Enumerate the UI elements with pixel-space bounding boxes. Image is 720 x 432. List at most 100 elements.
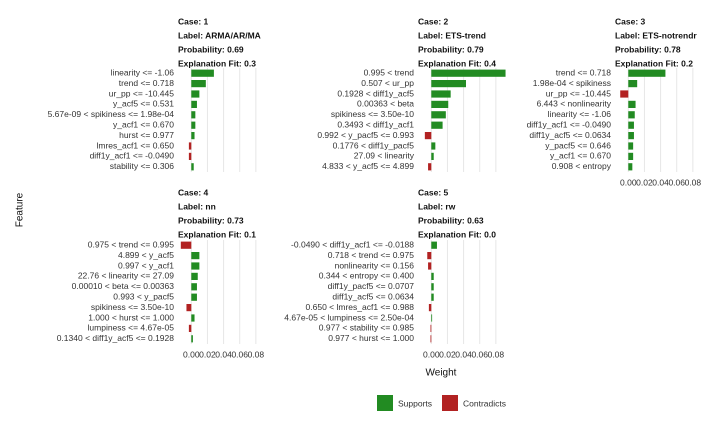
feature-label: 4.833 < y_acf5 <= 4.899: [322, 161, 414, 171]
feature-label: diff1y_acf1 <= -0.0490: [90, 151, 175, 161]
feature-label: spikiness <= 3.50e-10: [331, 109, 414, 119]
feature-label: 0.507 < ur_pp: [361, 78, 414, 88]
feature-label: 0.1928 < diff1y_acf5: [337, 88, 414, 98]
feature-label: 0.1776 < diff1y_pacf5: [333, 140, 415, 150]
bar: [191, 283, 197, 291]
feature-label: 6.443 < nonlinearity: [537, 99, 612, 109]
x-tick-label: 0.02: [636, 177, 653, 187]
bar: [628, 121, 634, 129]
feature-label: 0.3493 < diff1y_acf1: [337, 119, 414, 129]
feature-label: nonlinearity <= 0.156: [335, 260, 415, 270]
bar: [188, 324, 192, 332]
feature-label: lumpiness <= 4.67e-05: [88, 323, 175, 333]
bar: [191, 293, 197, 301]
panel-header: Explanation Fit: 0.3: [178, 58, 256, 68]
x-tick-label: 0.06: [471, 349, 488, 359]
bar: [191, 90, 200, 98]
bar: [628, 80, 638, 88]
feature-label: diff1y_acf1 <= -0.0490: [527, 119, 612, 129]
bar: [180, 241, 192, 249]
feature-label: 22.76 < linearity <= 27.09: [78, 271, 174, 281]
panel-header: Explanation Fit: 0.0: [418, 229, 496, 239]
bar: [431, 272, 434, 280]
bar: [431, 111, 446, 119]
x-tick-label: 0.00: [183, 349, 200, 359]
feature-label: 0.997 < y_acf1: [118, 260, 174, 270]
panel-header: Explanation Fit: 0.1: [178, 229, 256, 239]
feature-label: lmres_acf1 <= 0.650: [97, 140, 175, 150]
panel-header: Probability: 0.78: [615, 44, 681, 54]
feature-label: diff1y_acf5 <= 0.0634: [332, 291, 414, 301]
bar: [628, 111, 635, 119]
feature-label: -0.0490 < diff1y_acf1 <= -0.0188: [291, 239, 414, 249]
feature-label: 4.67e-05 < lumpiness <= 2.50e-04: [284, 312, 414, 322]
feature-label: y_acf5 <= 0.531: [113, 99, 174, 109]
feature-label: 0.908 < entropy: [552, 161, 612, 171]
bar: [628, 100, 636, 108]
feature-label: 0.977 < hurst <= 1.000: [328, 333, 414, 343]
bar: [431, 293, 434, 301]
bar: [188, 142, 192, 150]
bar: [191, 272, 198, 280]
feature-label: 5.67e-09 < spikiness <= 1.98e-04: [48, 109, 175, 119]
bar: [191, 163, 194, 171]
x-tick-label: 0.00: [423, 349, 440, 359]
bar: [431, 69, 506, 77]
feature-label: trend <= 0.718: [119, 78, 175, 88]
bar: [628, 163, 633, 171]
bar: [628, 69, 666, 77]
panel-header: Case: 4: [178, 187, 209, 197]
feature-label: linearity <= -1.06: [548, 109, 612, 119]
panel-header: Probability: 0.69: [178, 44, 244, 54]
panel-header: Label: ETS-trend: [418, 30, 486, 40]
bar: [191, 100, 197, 108]
bar: [431, 80, 466, 88]
bar: [431, 121, 443, 129]
bar: [191, 80, 206, 88]
bar: [191, 335, 193, 343]
feature-label: 0.344 < entropy <= 0.400: [319, 271, 415, 281]
panel-header: Explanation Fit: 0.4: [418, 58, 496, 68]
feature-label: spikiness <= 3.50e-10: [91, 302, 174, 312]
bar: [620, 90, 629, 98]
x-tick-label: 0.08: [248, 349, 265, 359]
panel-header: Label: ARMA/AR/MA: [178, 30, 261, 40]
bar: [186, 304, 192, 312]
bar: [431, 283, 434, 291]
bar: [428, 163, 432, 171]
feature-label: 0.975 < trend <= 0.995: [88, 239, 175, 249]
feature-label: 0.650 < lmres_acf1 <= 0.988: [306, 302, 415, 312]
bar: [431, 241, 437, 249]
feature-label: hurst <= 0.977: [119, 130, 174, 140]
panel-header: Case: 3: [615, 16, 646, 26]
y-axis-label: Feature: [15, 192, 26, 227]
x-axis-label: Weight: [426, 368, 457, 379]
bar: [191, 262, 200, 270]
panel-header: Case: 2: [418, 16, 449, 26]
panel-header: Case: 1: [178, 16, 209, 26]
x-tick-label: 0.08: [685, 177, 702, 187]
bar: [191, 111, 196, 119]
feature-label: 4.899 < y_acf5: [118, 250, 174, 260]
feature-label: 0.00010 < beta <= 0.00363: [72, 281, 175, 291]
feature-label: 0.1340 < diff1y_acf5 <= 0.1928: [57, 333, 175, 343]
feature-label: y_acf1 <= 0.670: [113, 119, 174, 129]
feature-label: stability <= 0.306: [110, 161, 175, 171]
bar: [428, 262, 432, 270]
feature-label: 1.98e-04 < spikiness: [533, 78, 611, 88]
x-tick-label: 0.06: [668, 177, 685, 187]
panel-header: Probability: 0.79: [418, 44, 484, 54]
x-tick-label: 0.02: [199, 349, 216, 359]
bar: [431, 142, 436, 150]
feature-label: linearity <= -1.06: [111, 67, 175, 77]
feature-label: 0.718 < trend <= 0.975: [328, 250, 415, 260]
feature-label: diff1y_acf5 <= 0.0634: [529, 130, 611, 140]
feature-label: 0.00363 < beta: [357, 99, 414, 109]
x-tick-label: 0.06: [231, 349, 248, 359]
panel-header: Label: nn: [178, 201, 216, 211]
feature-label: 0.993 < y_pacf5: [113, 291, 174, 301]
feature-label: 1.000 < hurst <= 1.000: [88, 312, 174, 322]
feature-label: 0.977 < stability <= 0.985: [319, 323, 414, 333]
bar: [628, 132, 634, 140]
